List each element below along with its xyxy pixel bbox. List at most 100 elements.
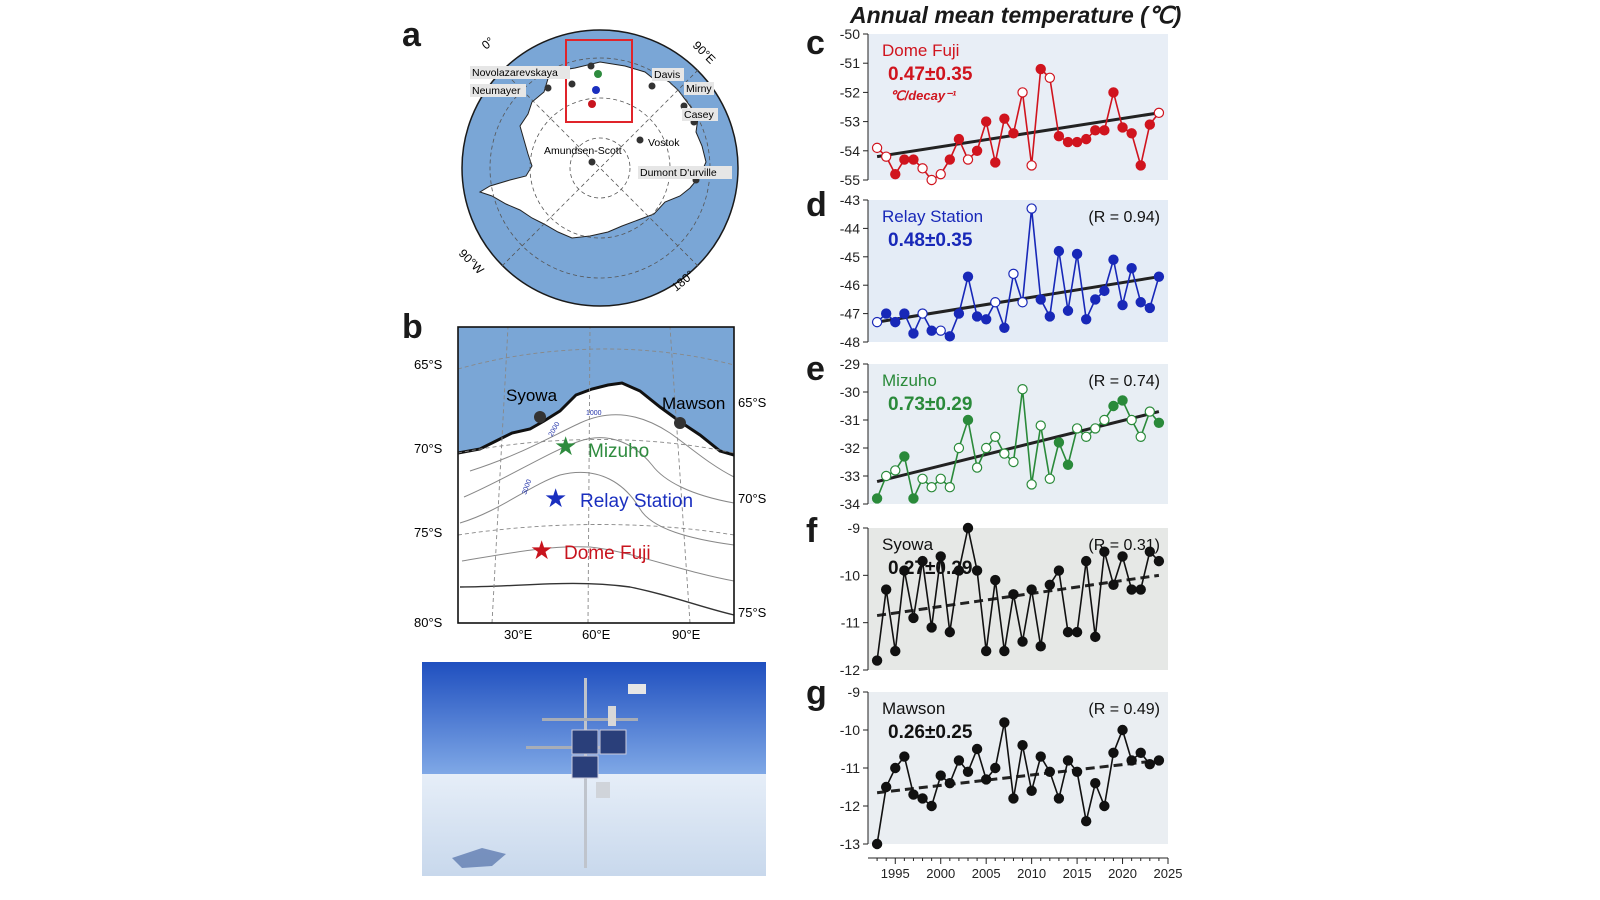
data-point	[1144, 406, 1156, 417]
data-point	[962, 271, 974, 282]
data-point	[1017, 384, 1028, 395]
trend-value-label: 0.48±0.35	[888, 230, 973, 251]
solar-panel	[599, 729, 627, 755]
station-label-vostok: Vostok	[648, 137, 680, 149]
lat-label-left-75: 75°S	[414, 525, 443, 540]
data-point	[990, 157, 1001, 168]
lat-label-left-80: 80°S	[414, 615, 443, 630]
data-point	[899, 751, 910, 762]
trend-line	[876, 410, 1160, 484]
chart-panel-d: -43 -44 -45 -46 -47 -48 Relay Station 0.48±0.35…	[840, 192, 1168, 350]
data-point	[944, 778, 956, 789]
data-point	[1071, 423, 1083, 434]
data-point	[871, 142, 883, 154]
y-tick-label: -45	[840, 249, 860, 265]
trend-value-label: 0.47±0.35	[888, 64, 973, 85]
data-point	[1135, 297, 1146, 308]
data-point	[1153, 755, 1165, 766]
data-point	[1126, 262, 1137, 274]
data-point	[1135, 160, 1146, 171]
data-point	[880, 781, 892, 793]
data-point	[953, 133, 965, 145]
data-point	[917, 163, 928, 174]
data-point	[971, 311, 983, 322]
data-point	[935, 770, 946, 781]
station-label-davis: Davis	[654, 69, 680, 81]
y-tick-label: -44	[840, 220, 860, 236]
y-tick-label: -46	[840, 277, 860, 293]
lon-label-90e: 90°E	[672, 627, 701, 642]
data-point	[953, 565, 965, 576]
data-point	[917, 308, 928, 319]
lat-line-75	[457, 524, 735, 536]
lat-circle-inner	[569, 137, 631, 199]
data-point	[1144, 759, 1156, 770]
data-point	[944, 154, 956, 165]
label-bg	[652, 68, 684, 81]
data-point	[999, 645, 1010, 657]
data-point	[871, 838, 883, 850]
station-label-amundsen-scott: Amundsen-Scott	[544, 145, 622, 157]
data-point	[999, 717, 1010, 728]
chart-panel-g: -9 -10 -11 -12 -13 Mawson 0.26±0.25 (R = 0.49)	[840, 684, 1168, 852]
data-point	[944, 331, 956, 342]
panel-label-a: a	[402, 16, 421, 54]
data-point	[980, 645, 992, 657]
correlation-label: (R = 0.31)	[1088, 537, 1160, 554]
station-label-casey: Casey	[684, 109, 715, 121]
y-tick-label: -9	[848, 520, 861, 536]
data-point	[944, 482, 956, 493]
data-point	[1126, 755, 1137, 766]
data-point	[899, 308, 910, 319]
data-point	[1108, 747, 1119, 759]
data-point	[1099, 546, 1110, 557]
data-point	[1144, 546, 1156, 557]
y-tick-label: -11	[841, 760, 860, 776]
data-point	[1126, 128, 1137, 139]
y-tick-label: -29	[840, 356, 860, 372]
data-point	[1035, 63, 1046, 75]
series-name-label: Relay Station	[882, 207, 983, 226]
y-tick-label: -53	[840, 114, 860, 130]
data-point	[1090, 294, 1101, 305]
solar-panel	[571, 729, 599, 755]
y-tick-label: -32	[840, 440, 860, 456]
y-tick-label: -48	[840, 334, 860, 350]
data-point	[1026, 584, 1037, 595]
domefuji-label: Dome Fuji	[564, 543, 651, 564]
mizuho-star: ★	[554, 431, 577, 461]
data-point	[871, 655, 883, 666]
data-point	[1008, 128, 1019, 139]
data-point	[1117, 724, 1128, 736]
data-point	[953, 755, 965, 766]
data-point	[1080, 816, 1092, 827]
panel-label-f: f	[806, 512, 818, 550]
label-bg	[682, 108, 718, 121]
station-dot	[648, 82, 656, 90]
wind-sensor	[628, 684, 646, 694]
data-point	[1062, 136, 1074, 148]
data-point	[1071, 248, 1083, 260]
y-tick-label: -13	[840, 836, 860, 852]
figure-title: Annual mean temperature (℃)	[850, 2, 1182, 28]
data-point	[1153, 555, 1165, 567]
data-point	[1062, 626, 1074, 638]
data-point	[1108, 400, 1119, 412]
station-label-dumont: Dumont D'urville	[640, 167, 717, 179]
data-point	[1117, 395, 1128, 406]
y-tick-label: -9	[848, 684, 861, 700]
data-point	[1008, 456, 1019, 468]
data-point	[1026, 160, 1037, 171]
data-point	[1144, 302, 1156, 314]
data-point	[1062, 305, 1074, 316]
station-dot	[680, 102, 688, 110]
logger-box	[596, 782, 610, 798]
x-tick-label: 2015	[1063, 866, 1092, 881]
data-point	[980, 442, 992, 454]
data-point	[1053, 130, 1065, 142]
data-point	[980, 116, 992, 127]
data-point	[1035, 641, 1046, 652]
station-dot	[568, 80, 576, 88]
data-point	[1135, 584, 1146, 595]
syowa-marker	[534, 411, 546, 423]
